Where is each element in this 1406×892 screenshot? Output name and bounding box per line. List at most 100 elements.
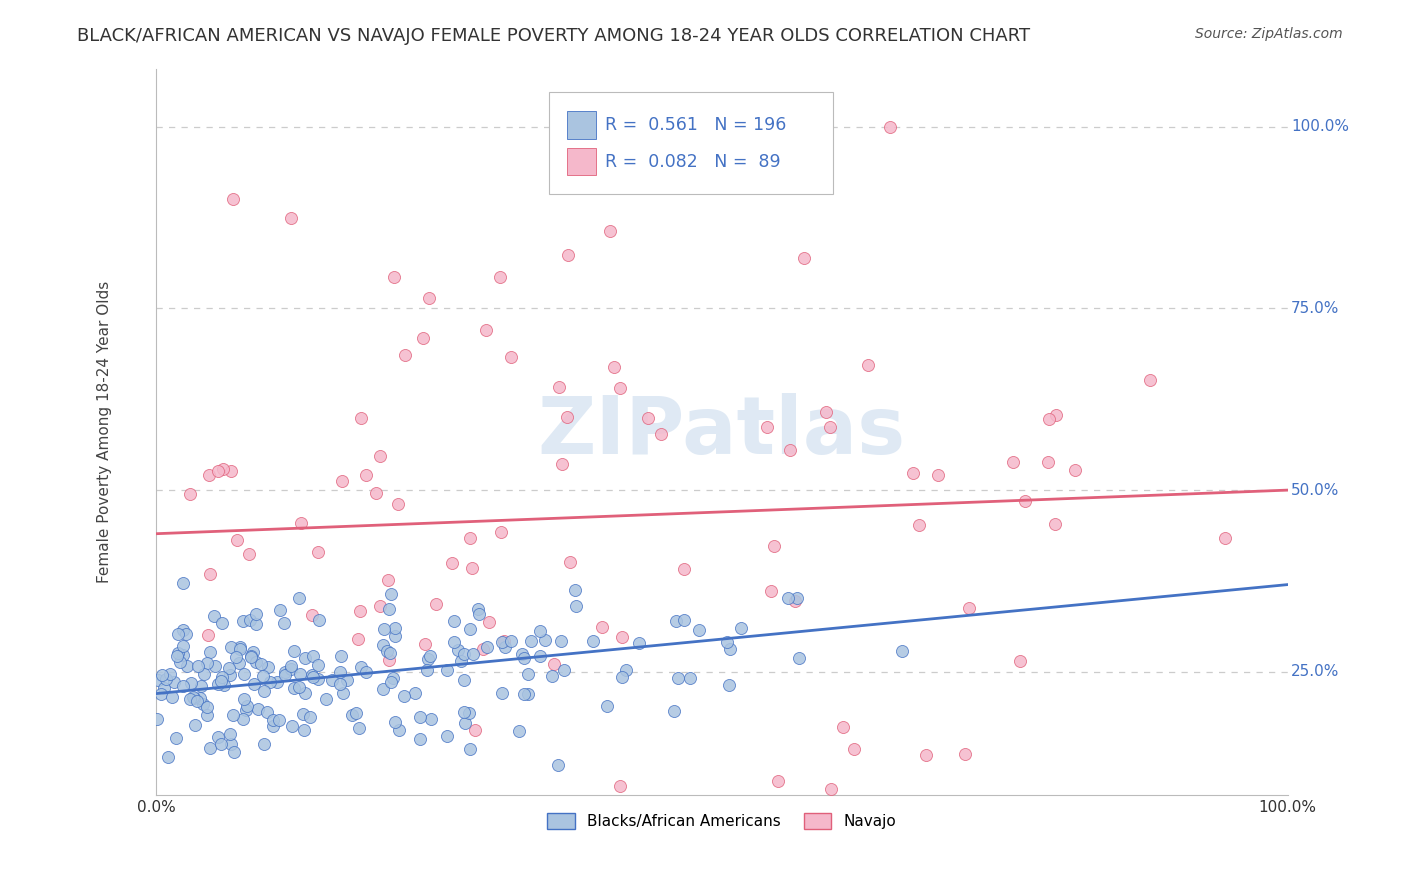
Point: [759, 583, 782, 598]
Point: [281, 719, 304, 733]
Point: [599, 224, 621, 238]
Point: [218, 727, 240, 741]
Point: [927, 468, 949, 483]
Point: [212, 462, 235, 476]
Point: [1001, 455, 1024, 469]
Point: [643, 114, 665, 128]
Point: [224, 745, 246, 759]
Point: [294, 686, 316, 700]
Legend: Blacks/African Americans, Navajo: Blacks/African Americans, Navajo: [541, 806, 903, 835]
Point: [174, 627, 197, 641]
Point: [146, 673, 169, 687]
Point: [467, 602, 489, 616]
Point: [273, 616, 295, 631]
Point: [256, 705, 278, 719]
Point: [221, 640, 243, 654]
Point: [229, 641, 252, 656]
Point: [197, 628, 219, 642]
Text: Female Poverty Among 18-24 Year Olds: Female Poverty Among 18-24 Year Olds: [97, 281, 112, 583]
Point: [491, 634, 513, 648]
Point: [172, 648, 194, 663]
Point: [779, 443, 801, 458]
Point: [453, 647, 475, 661]
Point: [409, 710, 432, 724]
Point: [856, 358, 879, 372]
Point: [1014, 493, 1036, 508]
Point: [292, 706, 315, 721]
Point: [730, 621, 752, 635]
Point: [520, 634, 543, 648]
Point: [718, 678, 741, 692]
Point: [336, 673, 359, 687]
Point: [716, 634, 738, 648]
Point: [195, 708, 218, 723]
Point: [458, 531, 481, 545]
Point: [232, 667, 254, 681]
Point: [308, 613, 330, 627]
Point: [516, 687, 538, 701]
Point: [516, 667, 538, 681]
Point: [953, 747, 976, 762]
Point: [609, 779, 631, 793]
Point: [236, 698, 259, 713]
Point: [180, 676, 202, 690]
Point: [786, 591, 808, 606]
Point: [378, 653, 401, 667]
Point: [555, 409, 578, 424]
Point: [184, 718, 207, 732]
Point: [1038, 411, 1060, 425]
Point: [172, 679, 194, 693]
Point: [510, 647, 533, 661]
Point: [650, 426, 672, 441]
Point: [380, 587, 402, 601]
Point: [491, 686, 513, 700]
Point: [225, 533, 247, 548]
Point: [197, 656, 219, 670]
Point: [172, 576, 194, 591]
Point: [229, 640, 252, 655]
Point: [232, 614, 254, 628]
Point: [1064, 463, 1087, 477]
Point: [280, 659, 302, 673]
Point: [163, 675, 186, 690]
Point: [499, 633, 522, 648]
Point: [146, 712, 169, 726]
Point: [315, 691, 337, 706]
Point: [176, 659, 198, 673]
Point: [388, 723, 411, 738]
Point: [219, 737, 242, 751]
Point: [461, 647, 484, 661]
Point: [283, 681, 305, 696]
Point: [344, 706, 367, 721]
Point: [253, 684, 276, 698]
Point: [207, 464, 229, 478]
Point: [274, 668, 297, 682]
Point: [458, 706, 481, 721]
Point: [637, 410, 659, 425]
Point: [329, 649, 352, 664]
Point: [152, 681, 174, 695]
Point: [387, 497, 409, 511]
Point: [392, 689, 415, 703]
Point: [159, 667, 181, 681]
Point: [218, 661, 240, 675]
Point: [169, 655, 191, 669]
Point: [492, 634, 515, 648]
Point: [214, 677, 236, 691]
Point: [232, 713, 254, 727]
Point: [157, 749, 180, 764]
Point: [187, 659, 209, 673]
Point: [198, 467, 221, 482]
Point: [436, 664, 458, 678]
Text: 25.0%: 25.0%: [1291, 665, 1340, 680]
Point: [149, 687, 172, 701]
Point: [375, 644, 398, 658]
Point: [179, 487, 201, 501]
Text: R =  0.082   N =  89: R = 0.082 N = 89: [605, 153, 780, 170]
Point: [384, 628, 406, 642]
Point: [529, 649, 551, 664]
Text: 50.0%: 50.0%: [1291, 483, 1340, 498]
Point: [288, 591, 311, 605]
Point: [368, 449, 391, 463]
Point: [262, 719, 284, 733]
